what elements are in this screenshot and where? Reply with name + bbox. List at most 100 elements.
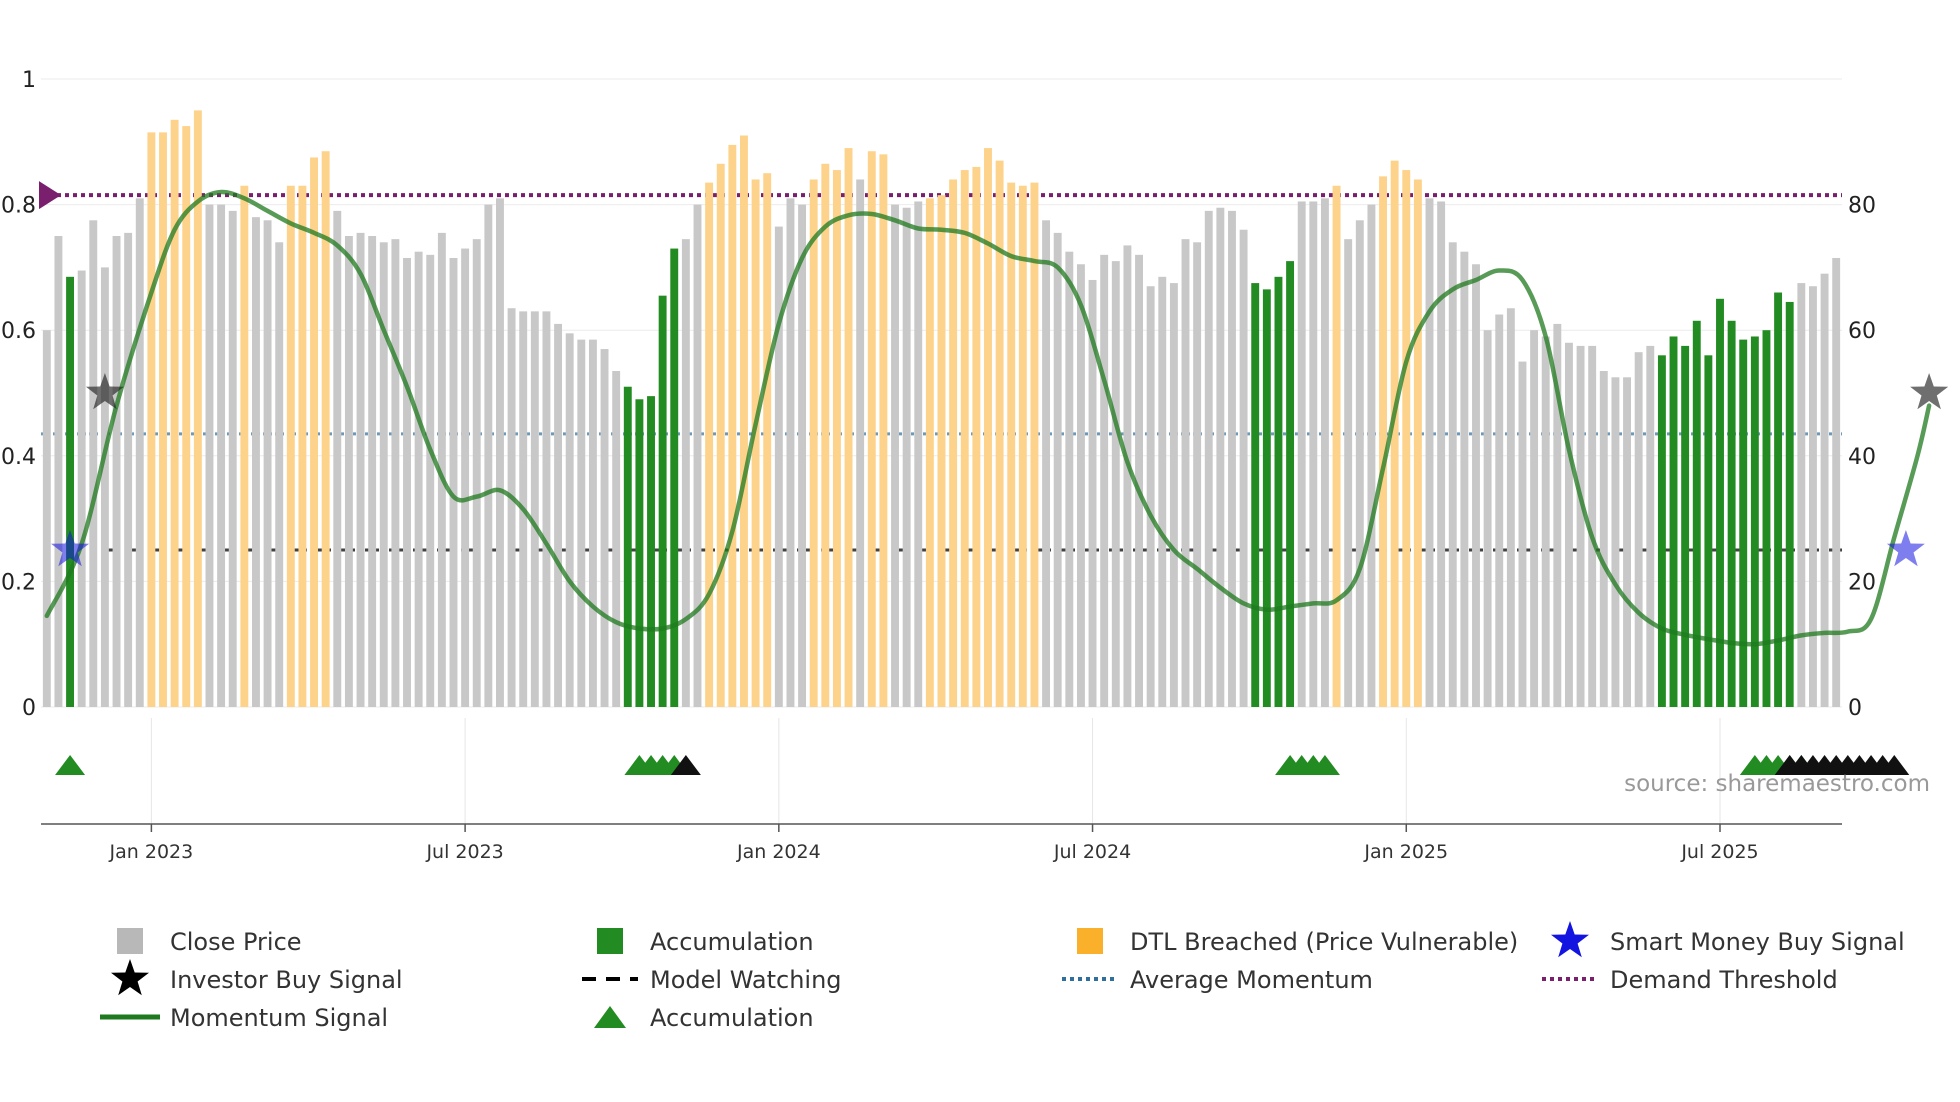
price-bar (1413, 179, 1422, 708)
price-bar (228, 210, 237, 707)
price-bar (554, 323, 563, 707)
price-bar (786, 198, 795, 707)
gray-square-icon (117, 928, 143, 954)
momentum-signal (44, 189, 1932, 647)
price-bar (1251, 283, 1260, 707)
price-bar (298, 185, 307, 707)
price-bar (925, 198, 934, 707)
price-bar (205, 204, 214, 707)
price-bar (1704, 355, 1713, 707)
price-bar (658, 295, 667, 707)
legend-item: Momentum Signal (100, 1004, 388, 1032)
price-bar (1425, 198, 1434, 707)
right-axis-tick: 0 (1848, 696, 1862, 721)
price-bar (1169, 283, 1178, 707)
price-bar (1053, 232, 1062, 708)
price-bar (42, 330, 51, 707)
price-bar (612, 371, 621, 707)
price-bar (1076, 264, 1085, 707)
price-bar (542, 311, 551, 707)
legend-item: Investor Buy Signal (111, 959, 403, 996)
price-bar (1774, 292, 1783, 707)
price-bar (1123, 245, 1132, 708)
price-bar (1344, 239, 1353, 707)
price-bar (995, 160, 1004, 707)
price-bar (1332, 185, 1341, 707)
price-bar (507, 308, 516, 707)
investor-triangle-icon (1879, 755, 1910, 775)
price-bar (1541, 336, 1550, 707)
left-axis-tick: 0.4 (1, 445, 36, 470)
price-bar (1564, 342, 1573, 707)
price-bar (112, 236, 121, 707)
price-bar (774, 226, 783, 707)
black-star-icon (111, 959, 149, 996)
price-bar (100, 267, 109, 707)
price-bar (914, 201, 923, 707)
price-bar (716, 163, 725, 707)
price-bar (891, 204, 899, 707)
price-bar (972, 166, 981, 708)
price-bar (1216, 207, 1225, 708)
legend-label: Average Momentum (1130, 966, 1373, 994)
left-axis-tick: 1 (22, 68, 36, 93)
momentum-line (44, 189, 1932, 647)
legend-label: Investor Buy Signal (170, 966, 403, 994)
price-bar (1518, 361, 1527, 707)
smart-money-star-icon (1886, 530, 1925, 567)
price-bar (763, 173, 772, 707)
price-bar (472, 239, 481, 707)
price-bar (344, 236, 353, 707)
legend-label: Accumulation (650, 1004, 814, 1032)
price-bar (1018, 185, 1027, 707)
orange-square-icon (1077, 928, 1103, 954)
green-triangle-icon (594, 1006, 626, 1028)
accumulation-panel (41, 755, 1910, 825)
price-bar (693, 204, 702, 707)
price-bar (1367, 204, 1376, 707)
price-bar (496, 198, 504, 707)
price-bar (1785, 301, 1794, 707)
price-bar (193, 110, 202, 707)
price-bar (252, 217, 260, 707)
price-bar (623, 386, 632, 707)
right-axis-tick: 20 (1848, 570, 1876, 595)
price-bar (356, 232, 365, 708)
price-bar (984, 148, 992, 707)
price-bar (403, 257, 411, 707)
left-axis-tick: 0.2 (1, 570, 36, 595)
price-bar (809, 179, 818, 708)
investor-triangle-icon (670, 755, 701, 775)
price-bar (588, 339, 597, 707)
price-bar (1646, 345, 1655, 707)
price-bar (147, 132, 156, 707)
price-bar (856, 179, 865, 708)
price-bar (832, 170, 841, 707)
legend-label: Model Watching (650, 966, 842, 994)
price-bar (577, 339, 586, 707)
price-bar (77, 270, 86, 707)
price-bar (135, 198, 144, 707)
price-bar (949, 179, 958, 708)
price-bar (1309, 201, 1318, 707)
demand-threshold-marker (39, 181, 61, 210)
price-bar (170, 119, 179, 707)
right-axis-tick: 40 (1848, 445, 1876, 470)
legend-label: Momentum Signal (170, 1004, 388, 1032)
price-bar (159, 132, 167, 707)
date-label: Jul 2025 (1680, 841, 1758, 863)
price-bar (321, 151, 330, 708)
right-axis-tick: 60 (1848, 319, 1876, 344)
price-bar (217, 204, 226, 707)
price-bar (798, 204, 807, 707)
legend-label: Demand Threshold (1610, 966, 1838, 994)
price-bar (751, 179, 760, 708)
price-bar (1460, 251, 1469, 707)
price-bar (1483, 330, 1492, 707)
legend-item: Average Momentum (1062, 966, 1373, 994)
price-bar (879, 154, 888, 708)
price-bar (1100, 254, 1109, 707)
price-bar (368, 236, 377, 707)
price-bar (1681, 345, 1690, 707)
date-label: Jul 2023 (425, 841, 503, 863)
